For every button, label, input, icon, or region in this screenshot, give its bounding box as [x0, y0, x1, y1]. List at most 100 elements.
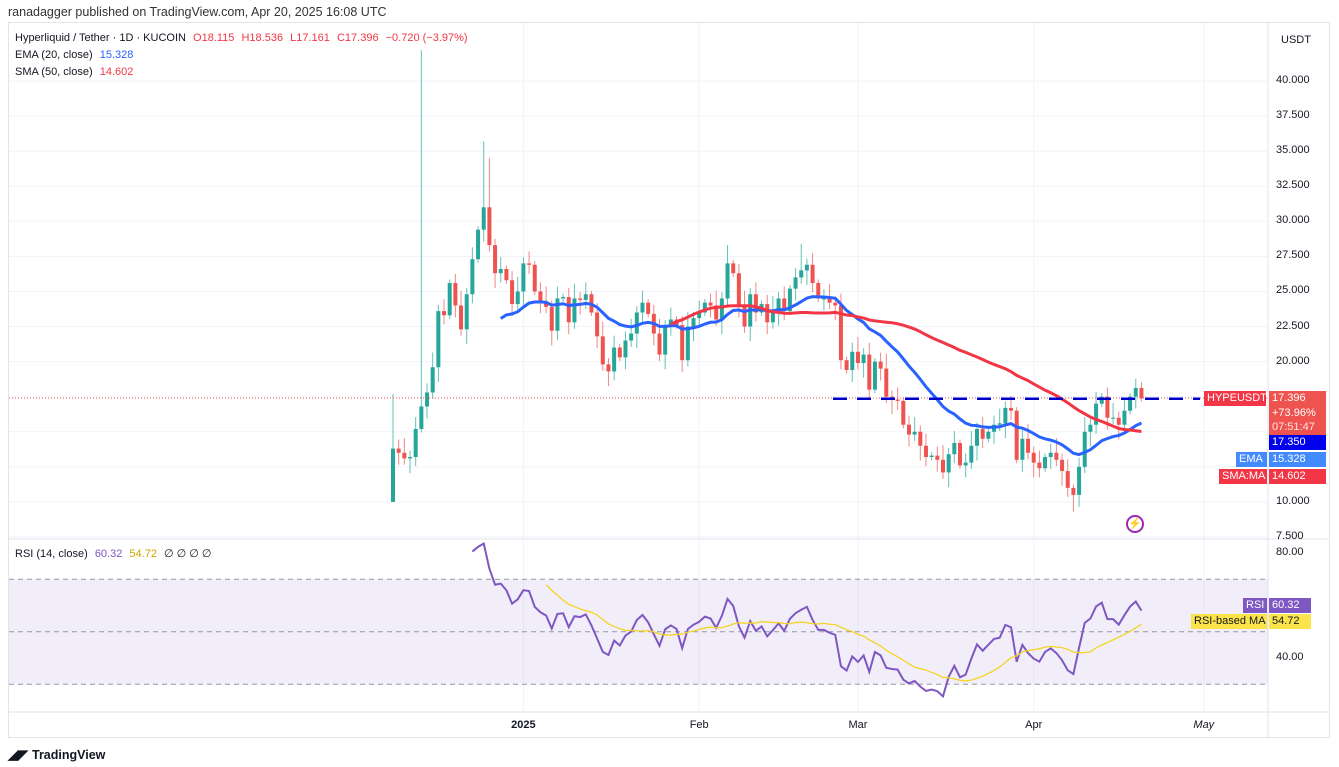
candle-body: [442, 311, 447, 316]
candle-body: [782, 298, 787, 312]
candle-body: [855, 351, 860, 364]
price-tick-label: 30.000: [1276, 214, 1310, 227]
rsi-name-tag: RSI: [1243, 598, 1267, 613]
candle-body: [1116, 417, 1121, 425]
candle-body: [799, 270, 804, 278]
currency-label[interactable]: USDT: [1281, 34, 1311, 46]
price-tick-label: 37.500: [1276, 109, 1310, 122]
sma-name-tag: SMA:MA: [1219, 469, 1267, 484]
candle-body: [680, 325, 685, 361]
candle-body: [1105, 396, 1110, 418]
candle-body: [493, 245, 498, 274]
candle-body: [657, 333, 662, 355]
candle-body: [634, 312, 639, 334]
ema-name-tag: EMA: [1236, 452, 1267, 467]
candle-body: [714, 305, 719, 320]
candle-body: [476, 229, 481, 260]
candle-body: [612, 347, 617, 372]
ema-value: 15.328: [99, 49, 134, 61]
rsi-value-tag: 60.32: [1269, 598, 1311, 613]
candle-body: [1077, 466, 1082, 495]
candle-body: [561, 297, 566, 299]
rsi-value: 60.32: [94, 548, 123, 560]
candle-body: [736, 273, 741, 306]
price-tick-label: 32.500: [1276, 179, 1310, 192]
candle-body: [850, 351, 855, 371]
sma-value: 14.602: [99, 66, 134, 78]
candle-body: [946, 454, 951, 473]
rsi-extra-values: ∅ ∅ ∅ ∅: [164, 548, 212, 560]
candle-body: [402, 452, 407, 459]
candle-body: [1094, 403, 1099, 425]
rsi-tick-label: 40.00: [1276, 651, 1304, 663]
candle-body: [935, 455, 940, 460]
chart-frame: [8, 22, 1330, 738]
candle-body: [646, 302, 651, 314]
candle-body: [770, 311, 775, 323]
candle-body: [1111, 417, 1116, 419]
ohlc-open: O18.115: [193, 32, 235, 44]
candle-body: [986, 431, 991, 439]
candle-body: [623, 340, 628, 358]
candle-body: [1009, 407, 1014, 411]
candle-body: [1139, 388, 1144, 399]
candle-body: [940, 459, 945, 473]
sma-legend[interactable]: SMA (50, close) 14.602: [15, 66, 137, 78]
rsi-legend[interactable]: RSI (14, close) 60.32 54.72 ∅ ∅ ∅ ∅: [15, 547, 216, 560]
candle-body: [498, 269, 503, 274]
candle-body: [861, 354, 866, 364]
candle-body: [895, 399, 900, 401]
candle-body: [878, 361, 883, 369]
candle-body: [1133, 388, 1138, 397]
candle-body: [1048, 452, 1053, 458]
candle-body: [408, 457, 413, 459]
candle-body: [549, 306, 554, 331]
candle-body: [527, 263, 532, 265]
time-tick-label: Feb: [689, 719, 709, 731]
candle-body: [600, 336, 605, 365]
candle-body: [1071, 487, 1076, 495]
candle-body: [532, 264, 537, 292]
rsi-ma-name-tag: RSI-based MA: [1191, 614, 1267, 629]
candle-body: [470, 259, 475, 295]
rsi-line: [471, 542, 1143, 699]
candle-body: [436, 311, 441, 368]
candle-body: [1128, 396, 1133, 411]
ema-legend[interactable]: EMA (20, close) 15.328: [15, 49, 137, 61]
candle-body: [1082, 431, 1087, 467]
candle-body: [595, 312, 600, 337]
candle-body: [430, 367, 435, 393]
rsi-ma-line: [545, 584, 1142, 682]
tv-brand: TradingView: [32, 748, 106, 762]
candle-body: [997, 423, 1002, 425]
candle-body: [793, 277, 798, 289]
change-percent: +73.96%: [1272, 406, 1316, 419]
candle-body: [640, 302, 645, 313]
symbol-name[interactable]: Hyperliquid / Tether · 1D · KUCOIN: [15, 32, 186, 44]
candle-body: [1037, 462, 1042, 469]
candle-body: [827, 298, 832, 303]
candle-body: [538, 291, 543, 302]
price-tick-label: 27.500: [1276, 249, 1310, 262]
candle-body: [1026, 438, 1031, 453]
candle-body: [952, 442, 957, 455]
candle-body: [459, 305, 464, 330]
lightning-icon[interactable]: ⚡: [1126, 515, 1144, 533]
rsi-band-background: [9, 579, 1268, 685]
tradingview-logo[interactable]: ◢◤ TradingView: [8, 747, 105, 763]
candle-body: [617, 347, 622, 358]
candle-body: [510, 280, 515, 305]
price-tick-label: 22.500: [1276, 319, 1310, 332]
candle-body: [629, 333, 634, 341]
candle-body: [1003, 407, 1008, 424]
candle-body: [555, 298, 560, 331]
ohlc-low: L17.161: [290, 32, 330, 44]
candle-body: [980, 428, 985, 439]
candle-body: [906, 424, 911, 435]
candle-body: [821, 298, 826, 300]
candle-body: [804, 264, 809, 271]
price-tick-label: 40.000: [1276, 74, 1310, 86]
symbol-tag: HYPEUSDT: [1204, 391, 1267, 406]
ohlc-change: −0.720 (−3.97%): [385, 32, 468, 44]
